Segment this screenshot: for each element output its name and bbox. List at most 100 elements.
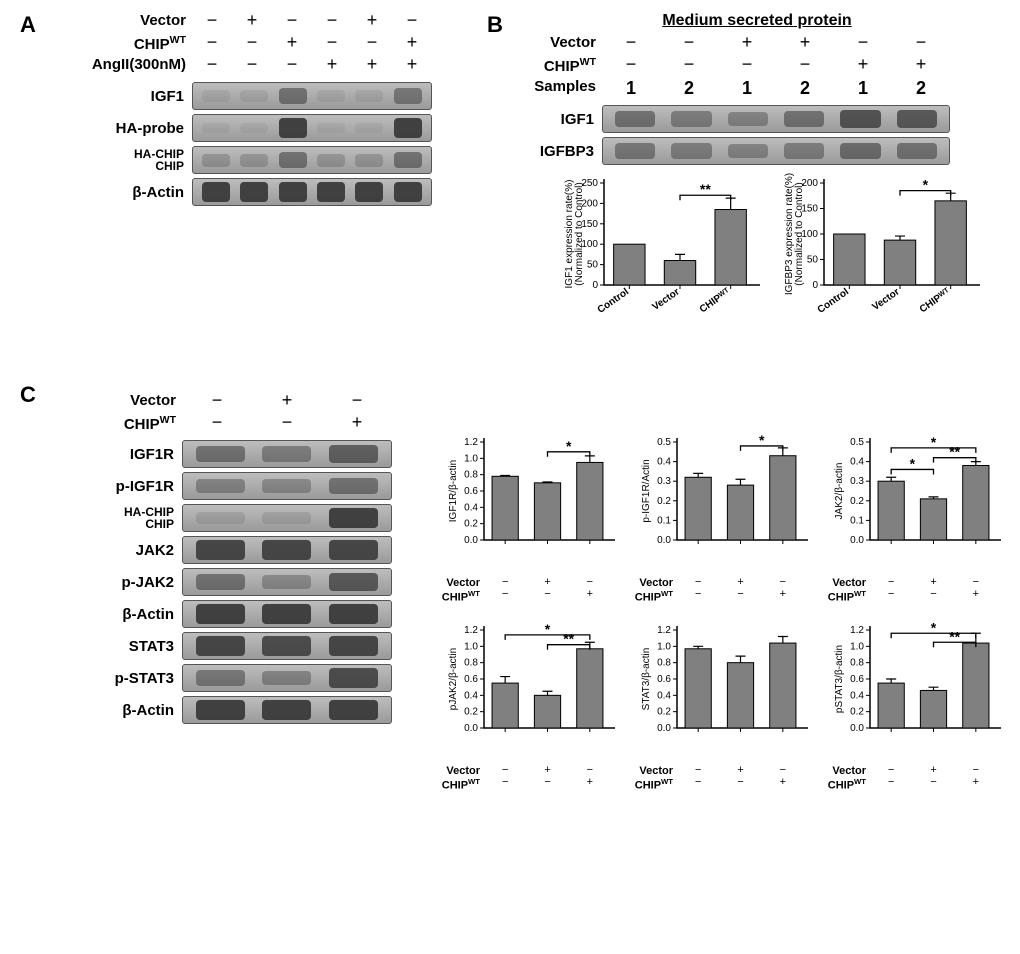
svg-text:**: ** — [949, 444, 960, 460]
condition-value: − — [602, 34, 660, 54]
condition-value: − — [322, 392, 392, 412]
svg-text:Control: Control — [596, 286, 632, 316]
condition-value: − — [252, 414, 322, 434]
svg-text:0.0: 0.0 — [464, 535, 478, 546]
panel-c-label: C — [20, 382, 36, 408]
svg-text:0.0: 0.0 — [850, 723, 864, 734]
condition-value: + — [252, 392, 322, 412]
condition-value: + — [352, 56, 392, 76]
svg-text:0.4: 0.4 — [657, 690, 671, 701]
svg-text:CHIPᵂᵀ: CHIPᵂᵀ — [698, 286, 733, 315]
panel-c: Vector−+−CHIPWT−−+IGF1Rp-IGF1RHA-CHIPCHI… — [52, 392, 1012, 791]
svg-text:*: * — [566, 438, 572, 454]
svg-text:1.2: 1.2 — [464, 437, 478, 448]
condition-value: − — [834, 34, 892, 54]
condition-value: 1 — [834, 78, 892, 99]
bar-chart: 050100150200IGFBP3 expression rate(%)(No… — [782, 173, 982, 328]
condition-value: + — [352, 12, 392, 32]
bar-chart: 0.00.20.40.60.81.01.2STAT3/β-actinVector… — [635, 620, 820, 792]
svg-text:*: * — [545, 621, 551, 637]
svg-text:*: * — [910, 455, 916, 471]
svg-text:1.0: 1.0 — [850, 641, 864, 652]
bar-chart: 0.00.20.40.60.81.01.2pSTAT3/β-actin***Ve… — [828, 620, 1013, 792]
svg-text:0.2: 0.2 — [850, 496, 864, 507]
svg-text:0: 0 — [812, 280, 818, 291]
condition-value: 1 — [718, 78, 776, 99]
condition-value: − — [182, 414, 252, 434]
svg-text:(Normalized to Control): (Normalized to Control) — [794, 182, 805, 285]
svg-text:50: 50 — [587, 260, 599, 271]
svg-text:0.8: 0.8 — [464, 657, 478, 668]
condition-value: − — [660, 34, 718, 54]
condition-value: + — [312, 56, 352, 76]
svg-text:Vector: Vector — [870, 286, 901, 313]
condition-label: Vector — [52, 392, 182, 412]
condition-value: − — [232, 34, 272, 54]
svg-text:*: * — [931, 619, 937, 635]
svg-text:Control: Control — [816, 286, 852, 316]
svg-text:0.6: 0.6 — [850, 674, 864, 685]
blot-label: IGF1 — [502, 111, 602, 128]
svg-text:0.2: 0.2 — [657, 496, 671, 507]
svg-text:CHIPᵂᵀ: CHIPᵂᵀ — [918, 286, 953, 315]
svg-text:0.4: 0.4 — [850, 457, 864, 468]
condition-value: 2 — [892, 78, 950, 99]
blot-label: STAT3 — [52, 638, 182, 655]
svg-text:0.4: 0.4 — [464, 690, 478, 701]
svg-text:0.8: 0.8 — [464, 470, 478, 481]
condition-value: + — [392, 56, 432, 76]
svg-text:0.8: 0.8 — [850, 657, 864, 668]
svg-text:(Normalized to Control): (Normalized to Control) — [574, 182, 585, 285]
condition-value: − — [192, 34, 232, 54]
svg-text:0.2: 0.2 — [464, 706, 478, 717]
svg-text:0.1: 0.1 — [850, 515, 864, 526]
blot-label: IGF1 — [52, 88, 192, 105]
condition-value: 2 — [660, 78, 718, 99]
panel-b-label: B — [487, 12, 503, 38]
svg-text:1.2: 1.2 — [464, 625, 478, 636]
condition-value: − — [352, 34, 392, 54]
panel-a: Vector−+−−+−CHIPWT−−+−−+AngII(300nM)−−−+… — [52, 12, 472, 210]
condition-value: − — [312, 12, 352, 32]
svg-text:JAK2/β-actin: JAK2/β-actin — [834, 463, 845, 520]
condition-value: − — [602, 56, 660, 76]
svg-text:0.2: 0.2 — [850, 706, 864, 717]
svg-text:1.2: 1.2 — [850, 625, 864, 636]
condition-label: Samples — [502, 78, 602, 99]
condition-value: − — [892, 34, 950, 54]
svg-text:1.0: 1.0 — [464, 641, 478, 652]
blot-label: β-Actin — [52, 606, 182, 623]
svg-text:p-IGF1R/Actin: p-IGF1R/Actin — [641, 459, 652, 522]
svg-text:0.0: 0.0 — [657, 535, 671, 546]
condition-value: + — [834, 56, 892, 76]
svg-text:0.4: 0.4 — [464, 502, 478, 513]
svg-text:0.0: 0.0 — [464, 723, 478, 734]
blot-label: IGFBP3 — [502, 143, 602, 160]
bar-chart: 050100150200250IGF1 expression rate(%)(N… — [562, 173, 762, 328]
svg-text:STAT3/β-actin: STAT3/β-actin — [641, 647, 652, 710]
condition-value: − — [660, 56, 718, 76]
svg-text:*: * — [931, 434, 937, 450]
condition-label: CHIPWT — [52, 414, 182, 434]
condition-value: − — [232, 56, 272, 76]
svg-text:50: 50 — [807, 255, 819, 266]
condition-value: − — [192, 12, 232, 32]
condition-value: − — [718, 56, 776, 76]
svg-text:pSTAT3/β-actin: pSTAT3/β-actin — [834, 645, 845, 713]
condition-label: CHIPWT — [52, 34, 192, 54]
svg-text:0.1: 0.1 — [657, 515, 671, 526]
condition-label: Vector — [52, 12, 192, 32]
condition-value: − — [182, 392, 252, 412]
condition-value: + — [776, 34, 834, 54]
svg-text:*: * — [759, 432, 765, 448]
svg-text:**: ** — [563, 630, 574, 646]
blot-label: HA-probe — [52, 120, 192, 137]
svg-text:pJAK2/β-actin: pJAK2/β-actin — [448, 647, 459, 709]
svg-text:1.2: 1.2 — [657, 625, 671, 636]
svg-text:0.0: 0.0 — [657, 723, 671, 734]
condition-value: 2 — [776, 78, 834, 99]
bar-chart: 0.00.10.20.30.40.5p-IGF1R/Actin*Vector−+… — [635, 432, 820, 604]
blot-label: p-STAT3 — [52, 670, 182, 687]
svg-text:0.3: 0.3 — [850, 476, 864, 487]
blot-label: HA-CHIPCHIP — [52, 148, 192, 172]
